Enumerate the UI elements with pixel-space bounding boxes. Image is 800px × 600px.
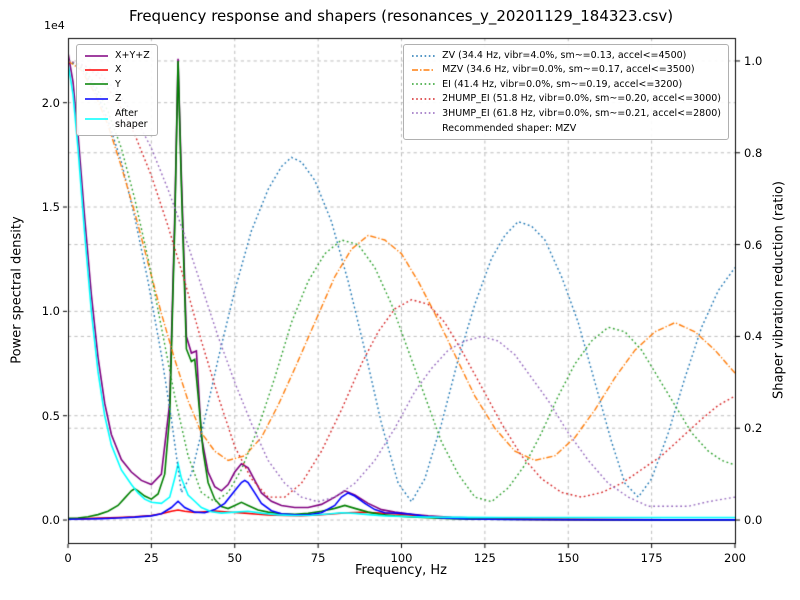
x-tick-label: 75 bbox=[310, 551, 326, 565]
dotted-line-swatch-icon bbox=[412, 83, 436, 86]
solid-line-swatch-icon bbox=[85, 118, 108, 120]
solid-line-swatch-icon bbox=[85, 83, 108, 86]
x-tick-label: 125 bbox=[473, 551, 496, 565]
legend-item-label: After shaper bbox=[115, 107, 148, 130]
y-right-tick-label: 0.8 bbox=[744, 145, 763, 160]
x-tick-label: 150 bbox=[557, 551, 580, 565]
y-right-tick-label: 0.2 bbox=[744, 421, 763, 436]
legend-item-label: EI (41.4 Hz, vibr=0.0%, sm~=0.19, accel<… bbox=[442, 78, 683, 90]
x-tick-label: 100 bbox=[390, 551, 413, 565]
legend-item-label: MZV (34.6 Hz, vibr=0.0%, sm~=0.17, accel… bbox=[442, 64, 695, 76]
x-tick-label: 0 bbox=[64, 551, 72, 565]
y-axis-label-right: Shaper vibration reduction (ratio) bbox=[771, 181, 787, 399]
x-tick-label: 200 bbox=[724, 551, 746, 565]
legend-item-label: X bbox=[115, 64, 122, 76]
x-tick-label: 25 bbox=[144, 551, 159, 565]
legend-item-label: 2HUMP_EI (51.8 Hz, vibr=0.0%, sm~=0.20, … bbox=[442, 93, 721, 105]
legend-item-zv: ZV (34.4 Hz, vibr=4.0%, sm~=0.13, accel<… bbox=[411, 50, 721, 61]
legend-item-z: Z bbox=[84, 93, 150, 104]
x-tick-label: 50 bbox=[227, 551, 243, 565]
y-left-tick-label: 2.0 bbox=[41, 95, 60, 110]
y-left-tick-label: 0.0 bbox=[41, 513, 60, 528]
legend-psd: X+Y+Z X Y Z After shaper bbox=[76, 44, 158, 137]
dotted-line-swatch-icon bbox=[412, 112, 436, 115]
legend-item-label: Y bbox=[115, 78, 121, 90]
dotted-line-swatch-icon bbox=[412, 54, 436, 57]
legend-item-y: Y bbox=[84, 79, 150, 90]
legend-item-after-shaper: After shaper bbox=[84, 108, 150, 131]
legend-item-3hump-ei: 3HUMP_EI (61.8 Hz, vibr=0.0%, sm~=0.21, … bbox=[411, 108, 721, 119]
legend-item-label: Z bbox=[115, 93, 122, 105]
y-right-tick-label: 0.0 bbox=[744, 513, 763, 528]
legend-item-mzv: MZV (34.6 Hz, vibr=0.0%, sm~=0.17, accel… bbox=[411, 64, 721, 75]
recommended-shaper-note: Recommended shaper: MZV bbox=[442, 122, 577, 134]
solid-line-swatch-icon bbox=[85, 69, 108, 71]
solid-line-swatch-icon bbox=[85, 54, 108, 57]
legend-item-2hump-ei: 2HUMP_EI (51.8 Hz, vibr=0.0%, sm~=0.20, … bbox=[411, 93, 721, 104]
legend-item-label: 3HUMP_EI (61.8 Hz, vibr=0.0%, sm~=0.21, … bbox=[442, 107, 721, 119]
y-right-tick-label: 0.6 bbox=[744, 237, 763, 252]
legend-shapers: ZV (34.4 Hz, vibr=4.0%, sm~=0.13, accel<… bbox=[403, 44, 729, 140]
chart-title: Frequency response and shapers (resonanc… bbox=[128, 7, 674, 25]
y-left-tick-label: 1.5 bbox=[41, 200, 60, 215]
solid-line-swatch-icon bbox=[85, 98, 108, 100]
x-tick-label: 175 bbox=[640, 551, 663, 565]
dotted-line-swatch-icon bbox=[412, 98, 436, 100]
y-axis-offset-text: 1e4 bbox=[44, 19, 65, 32]
legend-item-label: ZV (34.4 Hz, vibr=4.0%, sm~=0.13, accel<… bbox=[442, 50, 687, 61]
y-right-tick-label: 1.0 bbox=[744, 53, 763, 68]
y-right-tick-label: 0.4 bbox=[744, 329, 763, 344]
y-left-tick-label: 1.0 bbox=[41, 304, 60, 319]
x-axis-label: Frequency, Hz bbox=[354, 563, 448, 578]
legend-item-x-y-z: X+Y+Z bbox=[84, 50, 150, 61]
legend-item-label: X+Y+Z bbox=[115, 50, 150, 61]
legend-item-x: X bbox=[84, 64, 150, 75]
y-left-tick-label: 0.5 bbox=[41, 408, 60, 423]
dashdot-line-swatch-icon bbox=[412, 69, 436, 71]
legend-item-ei: EI (41.4 Hz, vibr=0.0%, sm~=0.19, accel<… bbox=[411, 79, 721, 90]
y-axis-label-left: Power spectral density bbox=[9, 216, 25, 364]
